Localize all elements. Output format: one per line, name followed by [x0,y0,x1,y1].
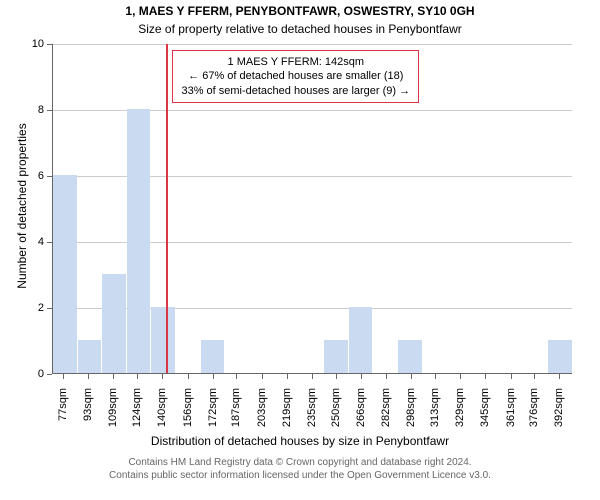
x-tick-mark [435,374,436,379]
x-tick-label: 109sqm [107,388,119,438]
attribution-line-2: Contains public sector information licen… [0,469,600,482]
x-tick-mark [312,374,313,379]
plot-area: 1 MAES Y FFERM: 142sqm ← 67% of detached… [52,44,572,374]
x-tick-label: 172sqm [207,388,219,438]
x-tick-mark [534,374,535,379]
x-tick-label: 156sqm [182,388,194,438]
x-tick-label: 345sqm [479,388,491,438]
annotation-box: 1 MAES Y FFERM: 142sqm ← 67% of detached… [172,50,419,103]
x-tick-mark [188,374,189,379]
histogram-bar [127,109,150,373]
x-tick-label: 329sqm [454,388,466,438]
histogram-bar [398,340,422,373]
x-tick-mark [236,374,237,379]
histogram-bar [548,340,572,373]
x-tick-label: 361sqm [505,388,517,438]
y-tick-mark [47,374,52,375]
x-tick-label: 219sqm [281,388,293,438]
x-tick-mark [63,374,64,379]
x-tick-mark [411,374,412,379]
x-tick-mark [262,374,263,379]
x-tick-mark [162,374,163,379]
histogram-bar [53,175,77,373]
y-tick-label: 10 [24,38,44,50]
x-tick-mark [485,374,486,379]
histogram-bar [78,340,101,373]
x-tick-mark [213,374,214,379]
x-tick-label: 235sqm [306,388,318,438]
histogram-bar [201,340,224,373]
chart-subtitle: Size of property relative to detached ho… [0,22,600,36]
x-tick-label: 203sqm [256,388,268,438]
x-tick-mark [113,374,114,379]
histogram-bar [102,274,126,373]
y-tick-mark [47,308,52,309]
y-tick-mark [47,44,52,45]
reference-line [166,44,168,373]
histogram-bar [151,307,175,373]
y-tick-label: 4 [24,236,44,248]
x-tick-mark [137,374,138,379]
x-tick-mark [559,374,560,379]
y-tick-label: 8 [24,104,44,116]
x-tick-label: 93sqm [82,388,94,438]
histogram-chart: 1, MAES Y FFERM, PENYBONTFAWR, OSWESTRY,… [0,0,600,500]
annotation-line-3: 33% of semi-detached houses are larger (… [181,84,410,98]
histogram-bar [324,340,348,373]
x-tick-mark [460,374,461,379]
y-axis-label: Number of detached properties [15,96,29,316]
x-tick-label: 298sqm [405,388,417,438]
grid-line [53,44,572,45]
x-tick-label: 313sqm [429,388,441,438]
y-tick-label: 6 [24,170,44,182]
histogram-bar [349,307,372,373]
x-tick-label: 376sqm [528,388,540,438]
x-tick-label: 266sqm [355,388,367,438]
attribution-line-1: Contains HM Land Registry data © Crown c… [0,456,600,469]
chart-title: 1, MAES Y FFERM, PENYBONTFAWR, OSWESTRY,… [0,4,600,18]
x-tick-mark [511,374,512,379]
x-tick-label: 140sqm [156,388,168,438]
attribution-text: Contains HM Land Registry data © Crown c… [0,456,600,482]
x-tick-label: 77sqm [57,388,69,438]
y-tick-mark [47,242,52,243]
x-tick-label: 392sqm [553,388,565,438]
y-tick-mark [47,176,52,177]
x-tick-mark [386,374,387,379]
y-tick-label: 0 [24,368,44,380]
x-tick-label: 282sqm [380,388,392,438]
x-tick-mark [88,374,89,379]
x-tick-mark [336,374,337,379]
x-tick-mark [287,374,288,379]
x-tick-label: 187sqm [230,388,242,438]
x-tick-mark [361,374,362,379]
annotation-line-2: ← 67% of detached houses are smaller (18… [181,69,410,83]
y-tick-label: 2 [24,302,44,314]
y-tick-mark [47,110,52,111]
x-tick-label: 250sqm [330,388,342,438]
annotation-line-1: 1 MAES Y FFERM: 142sqm [181,55,410,69]
x-tick-label: 124sqm [131,388,143,438]
